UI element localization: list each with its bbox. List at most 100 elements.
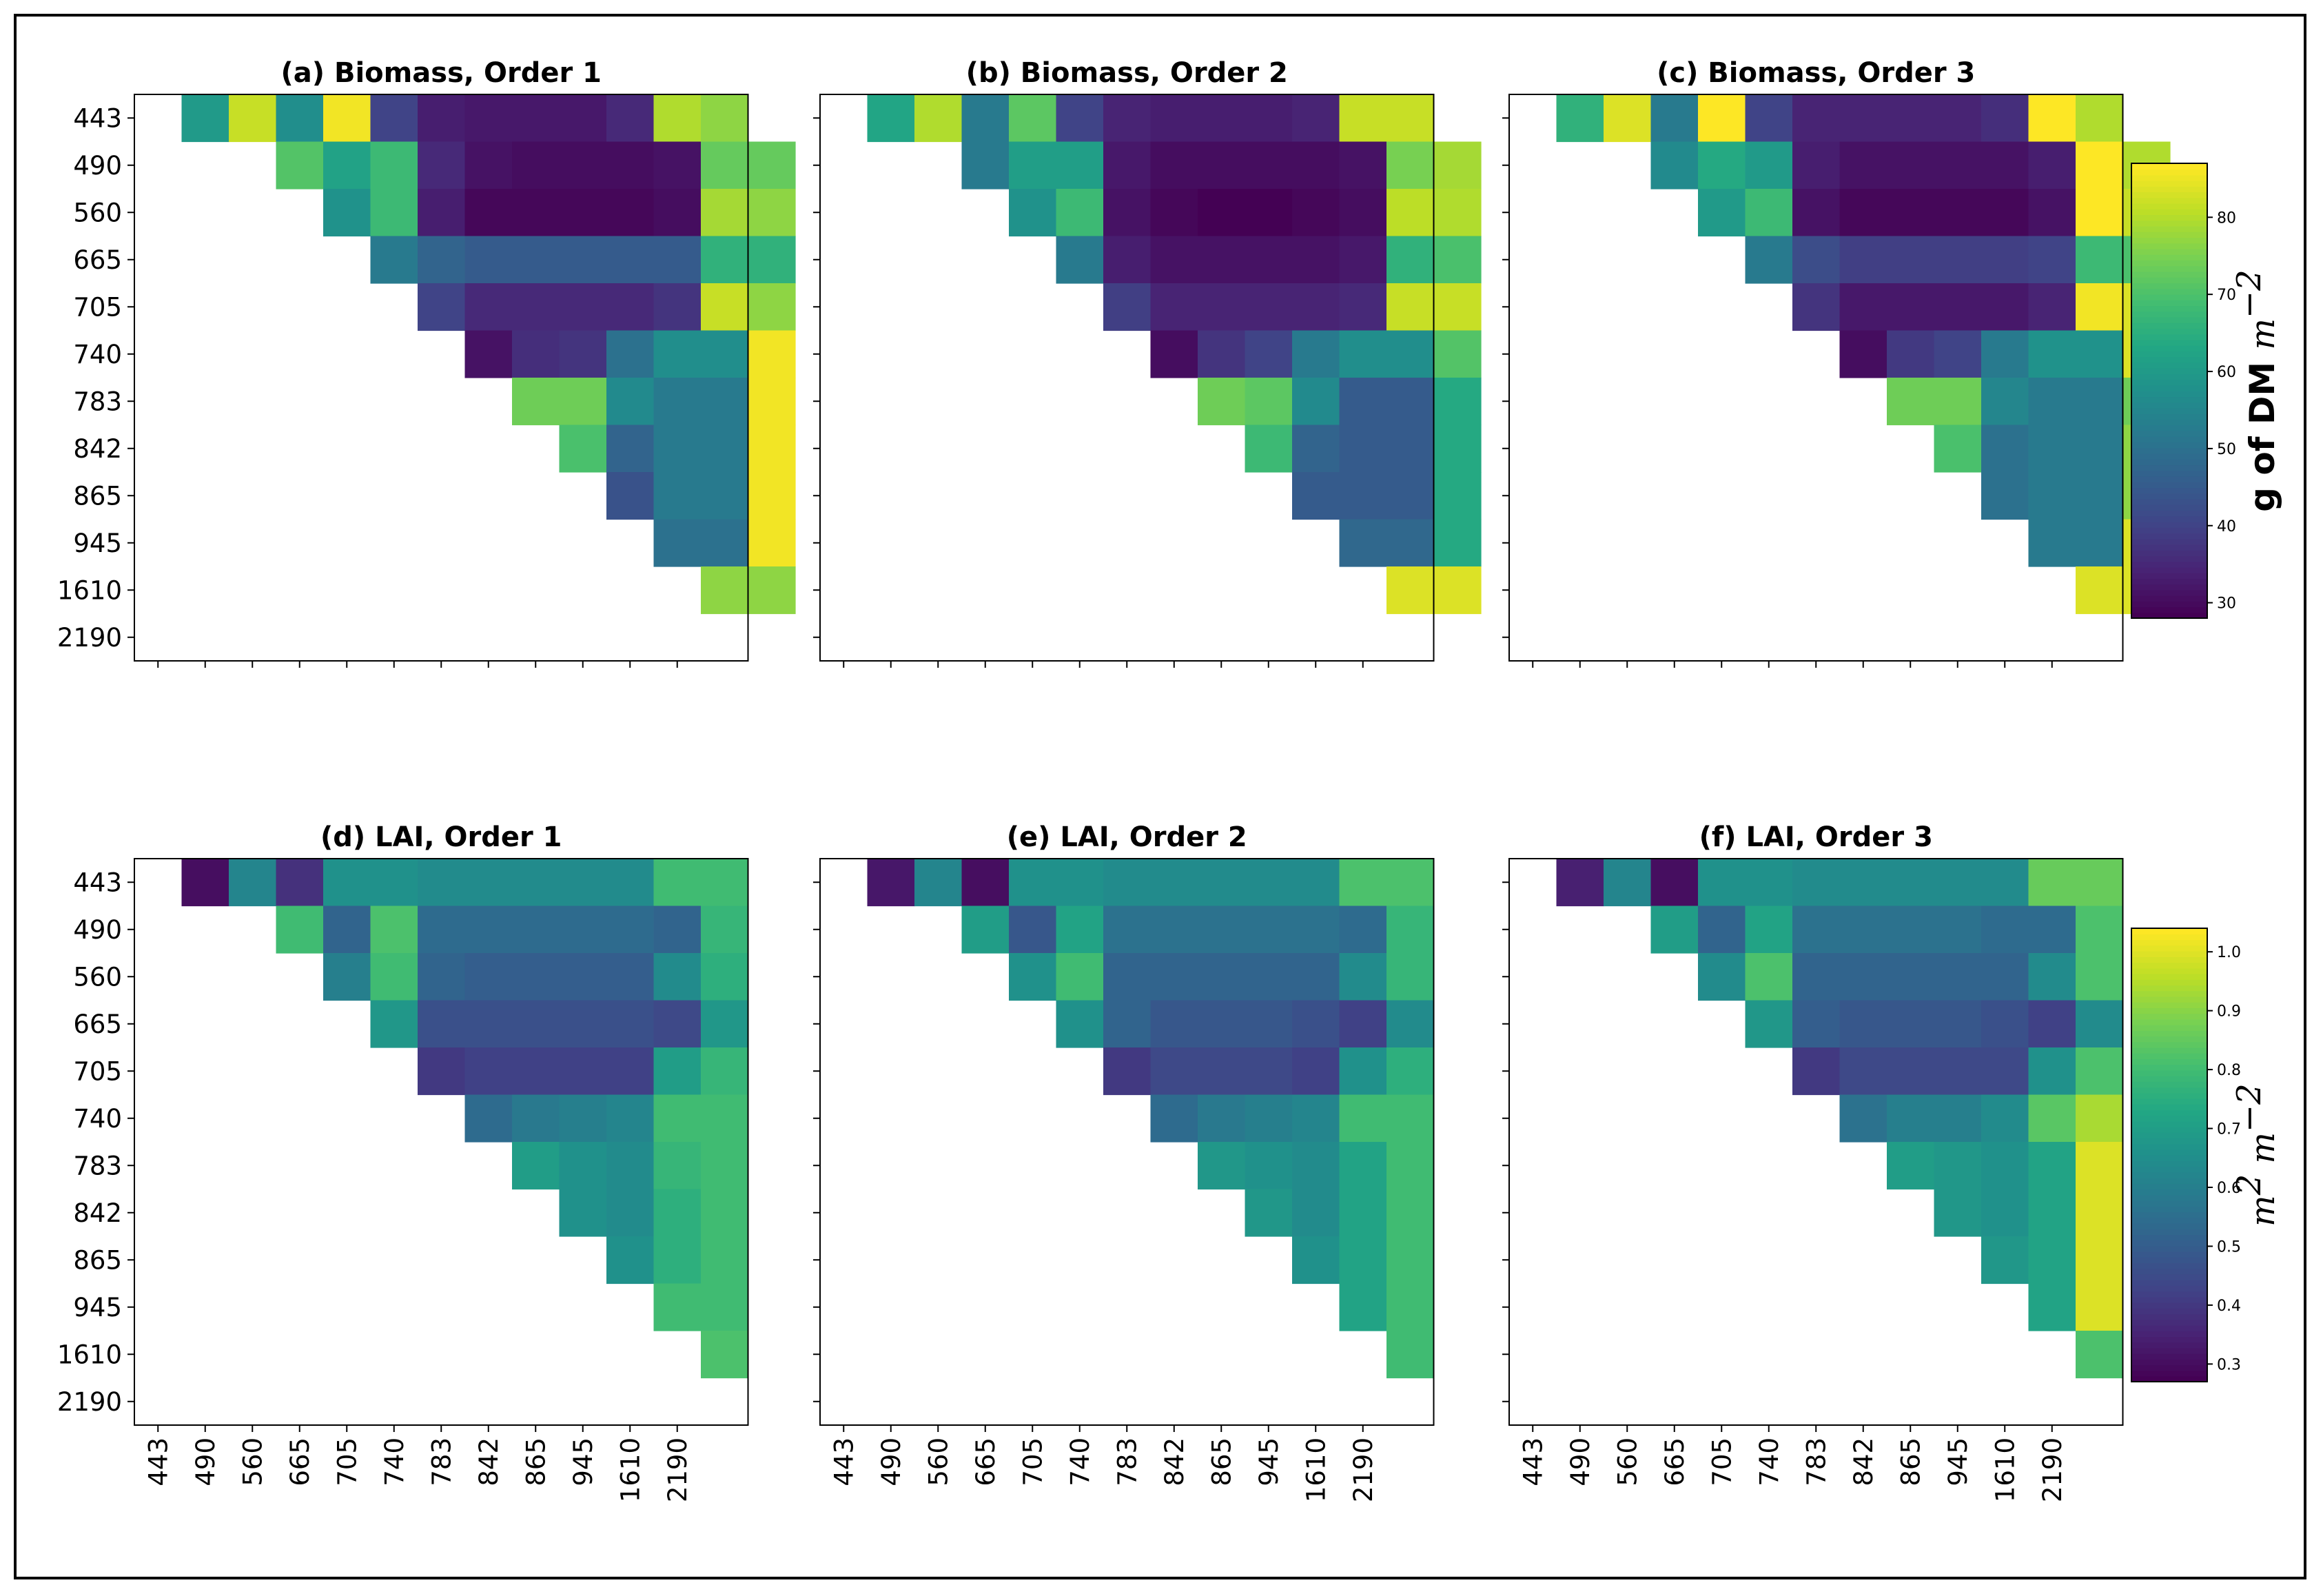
colorbar-tick-label: 0.7 xyxy=(2217,1121,2241,1138)
colorbar-segment xyxy=(2131,362,2207,369)
colorbar-segment xyxy=(2131,203,2207,209)
heatmap-cell xyxy=(1981,283,2029,331)
heatmap-cell xyxy=(1386,1000,1435,1048)
heatmap-cell xyxy=(276,141,324,190)
heatmap-cell xyxy=(1198,141,1246,190)
y-tick-label: 705 xyxy=(73,1056,122,1086)
heatmap-cell xyxy=(370,859,418,907)
heatmap-cell xyxy=(653,859,702,907)
heatmap-cell xyxy=(606,1189,655,1237)
heatmap-cell xyxy=(1339,472,1387,520)
colorbar-segment xyxy=(2131,192,2207,198)
colorbar-segment xyxy=(2131,1070,2207,1076)
x-tick-label: 665 xyxy=(1660,1438,1690,1486)
colorbar-segment xyxy=(2131,1313,2207,1320)
heatmap-cell xyxy=(2028,424,2076,473)
heatmap-cell xyxy=(1839,1000,1887,1048)
heatmap-cell xyxy=(1650,859,1699,907)
colorbar-tick-label: 40 xyxy=(2217,518,2236,535)
heatmap-cell xyxy=(1934,859,1982,907)
colorbar-label-lai: m2 m−2 xyxy=(2230,1083,2282,1227)
heatmap-cell xyxy=(1981,141,2029,190)
colorbar-segment xyxy=(2131,996,2207,1003)
heatmap-cell xyxy=(1339,1094,1387,1143)
colorbar-segment xyxy=(2131,345,2207,352)
heatmap-cell xyxy=(748,189,796,237)
y-tick-label: 945 xyxy=(73,1293,122,1322)
heatmap-cell xyxy=(512,953,560,1001)
heatmap-cell xyxy=(1198,1142,1246,1190)
x-tick-label: 2190 xyxy=(2038,1438,2067,1502)
heatmap-cell xyxy=(606,424,655,473)
x-tick-label: 945 xyxy=(1254,1438,1284,1486)
colorbar-segment xyxy=(2131,1138,2207,1145)
colorbar-segment xyxy=(2131,402,2207,409)
colorbar-segment xyxy=(2131,561,2207,568)
heatmap-cell xyxy=(1150,906,1198,954)
heatmap-cell xyxy=(1604,94,1652,143)
heatmap-cell xyxy=(464,859,513,907)
heatmap-cell xyxy=(1386,1094,1435,1143)
x-tick-label: 740 xyxy=(1065,1438,1095,1486)
heatmap-cell xyxy=(701,1283,749,1331)
colorbar-segment xyxy=(2131,1245,2207,1252)
colorbar-segment xyxy=(2131,1262,2207,1269)
heatmap-cell xyxy=(2028,1283,2076,1331)
colorbar-tick-label: 70 xyxy=(2217,287,2236,304)
heatmap-cell xyxy=(1839,953,1887,1001)
heatmap-cell xyxy=(2076,378,2124,426)
heatmap-cell xyxy=(1292,283,1340,331)
heatmap-cell xyxy=(2028,1189,2076,1237)
colorbar-segment xyxy=(2131,1087,2207,1094)
heatmap-cell xyxy=(867,859,915,907)
y-tick-label: 740 xyxy=(73,340,122,369)
heatmap-cell xyxy=(2076,1094,2124,1143)
colorbar-segment xyxy=(2131,1200,2207,1207)
colorbar-segment xyxy=(2131,1302,2207,1309)
colorbar-tick-label: 30 xyxy=(2217,595,2236,613)
heatmap-cell xyxy=(1339,94,1387,143)
heatmap-cell xyxy=(370,906,418,954)
colorbar-segment xyxy=(2131,533,2207,540)
panel-title-a: (a) Biomass, Order 1 xyxy=(280,57,602,89)
x-tick-label: 705 xyxy=(1707,1438,1737,1486)
heatmap-cell xyxy=(2028,906,2076,954)
colorbar-segment xyxy=(2131,447,2207,454)
heatmap-cell xyxy=(1386,1283,1435,1331)
heatmap-cell xyxy=(1386,1142,1435,1190)
heatmap-cell xyxy=(1150,94,1198,143)
colorbar-segment xyxy=(2131,555,2207,562)
heatmap-cell xyxy=(653,906,702,954)
heatmap-cell xyxy=(961,906,1010,954)
heatmap-cell xyxy=(653,519,702,567)
heatmap-cell xyxy=(1386,1236,1435,1285)
x-tick-label: 1610 xyxy=(1990,1438,2020,1502)
heatmap-cell xyxy=(464,94,513,143)
heatmap-cell xyxy=(1245,1189,1293,1237)
heatmap-cell xyxy=(701,1236,749,1285)
heatmap-cell xyxy=(2076,1236,2124,1285)
heatmap-cell xyxy=(559,1189,607,1237)
heatmap-cell xyxy=(464,953,513,1001)
heatmap-cell xyxy=(2076,283,2124,331)
heatmap-cell xyxy=(2028,1000,2076,1048)
colorbar-segment xyxy=(2131,186,2207,193)
heatmap-cell xyxy=(323,953,371,1001)
colorbar-segment xyxy=(2131,1364,2207,1371)
heatmap-cell xyxy=(464,1047,513,1096)
heatmap-cell xyxy=(1650,141,1699,190)
colorbar-segment xyxy=(2131,374,2207,380)
heatmap-cell xyxy=(653,189,702,237)
heatmap-cell xyxy=(606,330,655,378)
heatmap-cell xyxy=(701,141,749,190)
heatmap-cell xyxy=(2028,330,2076,378)
heatmap-cell xyxy=(1056,94,1104,143)
colorbar-segment xyxy=(2131,1030,2207,1037)
colorbar-segment xyxy=(2131,945,2207,952)
colorbar-segment xyxy=(2131,277,2207,284)
heatmap-cell xyxy=(276,94,324,143)
heatmap-cell xyxy=(1934,283,1982,331)
heatmap-cell xyxy=(1934,330,1982,378)
colorbar-segment xyxy=(2131,180,2207,187)
colorbar-segment xyxy=(2131,1375,2207,1382)
